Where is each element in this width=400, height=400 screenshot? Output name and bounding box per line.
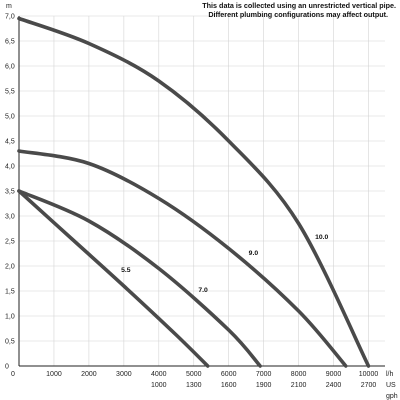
y-tick-label: 0 [5,364,9,371]
y-tick-label: 3,5 [5,189,15,196]
y-tick-label: 5,0 [5,114,15,121]
y-tick-label: 4,0 [5,164,15,171]
y-tick-label: 1,0 [5,314,15,321]
x-tick-label: 0 [11,371,15,378]
x-tick-label: 7000 [256,371,272,378]
x-tick-label-gph: 1300 [186,382,202,389]
curve-label: 10.0 [315,234,328,241]
x-tick-label-gph: 1600 [221,382,237,389]
y-tick-label: 2,0 [5,264,15,271]
x-axis-unit-secondary-2: gph [386,393,398,400]
y-tick-label: 0,5 [5,339,15,346]
x-tick-label: 9000 [326,371,342,378]
chart-note-line-2: Different plumbing configurations may af… [208,10,388,19]
x-tick-label-gph: 1900 [256,382,272,389]
x-tick-label: 3000 [116,371,132,378]
x-tick-label: 1000 [46,371,62,378]
y-tick-label: 2,5 [5,239,15,246]
y-tick-label: 3,0 [5,214,15,221]
x-tick-label: 5000 [186,371,202,378]
x-tick-label: 6000 [221,371,237,378]
grid-layer [19,15,385,366]
y-tick-label: 6,0 [5,64,15,71]
x-axis-unit-secondary-1: US [386,382,396,389]
x-tick-label-gph: 2700 [361,382,377,389]
pump-curve-7-0 [17,189,262,368]
y-axis-unit-label: m [6,3,12,10]
curve-layer [17,16,371,368]
pump-curve-10-0 [17,16,371,368]
x-axis-unit-primary: l/h [386,371,394,378]
x-tick-label: 2000 [81,371,97,378]
pump-curve-5-5 [17,189,210,368]
pump-curve-9-0 [17,149,348,368]
chart-note-line-1: This data is collected using an unrestri… [202,1,396,10]
x-tick-label-gph: 2100 [291,382,307,389]
curve-label: 9.0 [249,250,259,257]
y-tick-label: 6,5 [5,39,15,46]
x-tick-label: 8000 [291,371,307,378]
curve-label: 7.0 [198,287,208,294]
y-tick-label: 7,0 [5,14,15,21]
y-tick-label: 4,5 [5,139,15,146]
label-layer: m This data is collected using an unrest… [5,1,398,400]
y-tick-label: 1,5 [5,289,15,296]
x-tick-label-gph: 2400 [326,382,342,389]
y-tick-label: 5,5 [5,89,15,96]
x-tick-label: 10000 [359,371,379,378]
curve-label: 5.5 [121,267,131,274]
x-tick-label: 4000 [151,371,167,378]
x-tick-label-gph: 1000 [151,382,167,389]
